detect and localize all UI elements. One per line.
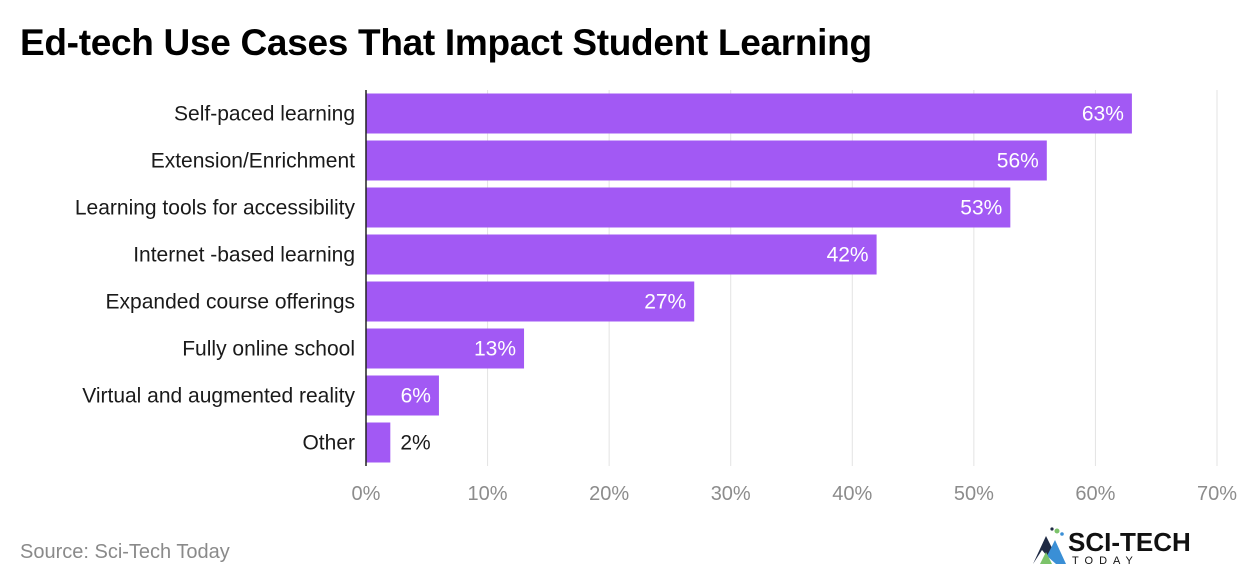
- category-label: Other: [302, 432, 355, 455]
- category-label: Fully online school: [182, 338, 355, 361]
- category-label: Virtual and augmented reality: [82, 385, 355, 408]
- category-label: Expanded course offerings: [106, 291, 355, 314]
- bar: [366, 422, 391, 463]
- x-axis-ticks: 0% 10% 20% 30% 40% 50% 60% 70%: [352, 483, 1238, 505]
- x-tick-label: 60%: [1075, 483, 1115, 505]
- value-label: 2%: [400, 432, 430, 455]
- value-label: 13%: [474, 338, 516, 361]
- x-tick-label: 40%: [832, 483, 872, 505]
- x-tick-label: 30%: [711, 483, 751, 505]
- x-tick-label: 10%: [468, 483, 508, 505]
- logo-mark-icon: [1033, 527, 1066, 564]
- category-label: Extension/Enrichment: [151, 150, 355, 173]
- x-tick-label: 20%: [589, 483, 629, 505]
- x-tick-label: 0%: [352, 483, 381, 505]
- category-labels: Self-paced learning Extension/Enrichment L…: [75, 103, 356, 455]
- bar: [366, 140, 1047, 181]
- bars: [366, 93, 1132, 463]
- value-labels: 63% 56% 53% 42% 27% 13% 6% 2%: [400, 103, 1124, 455]
- source-note: Source: Sci-Tech Today: [20, 541, 230, 563]
- x-tick-label: 70%: [1197, 483, 1237, 505]
- bar: [366, 375, 439, 416]
- value-label: 63%: [1082, 103, 1124, 126]
- bar-chart: Self-paced learning Extension/Enrichment L…: [75, 90, 1238, 505]
- logo-name: SCI-TECH: [1068, 527, 1191, 557]
- x-tick-label: 50%: [954, 483, 994, 505]
- chart-title: Ed-tech Use Cases That Impact Student Le…: [20, 22, 872, 63]
- value-label: 53%: [960, 197, 1002, 220]
- sci-tech-logo: SCI-TECH TODAY: [1030, 526, 1210, 572]
- category-label: Self-paced learning: [174, 103, 355, 126]
- bar: [366, 281, 695, 322]
- bar: [366, 187, 1011, 228]
- category-label: Internet -based learning: [133, 244, 355, 267]
- bar: [366, 93, 1132, 134]
- value-label: 27%: [644, 291, 686, 314]
- value-label: 6%: [401, 385, 431, 408]
- logo-subtitle: TODAY: [1072, 555, 1139, 567]
- category-label: Learning tools for accessibility: [75, 197, 356, 220]
- bar: [366, 234, 877, 275]
- value-label: 42%: [827, 244, 869, 267]
- bar: [366, 328, 525, 369]
- value-label: 56%: [997, 150, 1039, 173]
